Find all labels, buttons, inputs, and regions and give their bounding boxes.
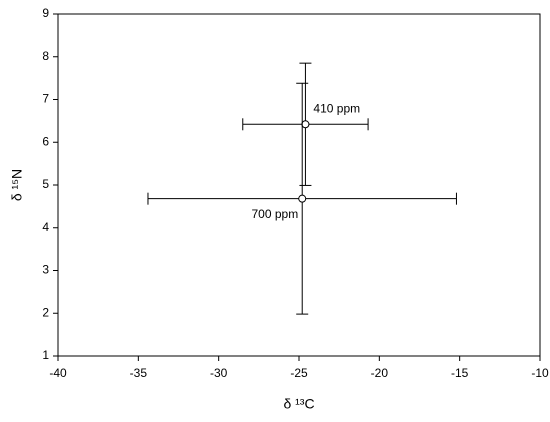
point-label: 700 ppm: [252, 207, 299, 221]
x-tick-label: -40: [49, 366, 67, 380]
point-label: 410 ppm: [313, 101, 360, 115]
x-tick-label: -10: [531, 366, 549, 380]
x-tick-label: -25: [290, 366, 308, 380]
y-tick-label: 3: [42, 263, 49, 277]
y-tick-label: 4: [42, 220, 49, 234]
x-tick-label: -20: [371, 366, 389, 380]
y-axis-label: δ ¹⁵N: [9, 169, 25, 201]
plot-frame: [57, 13, 541, 357]
y-tick-label: 2: [42, 305, 49, 319]
y-tick-label: 8: [42, 49, 49, 63]
y-tick-label: 7: [42, 92, 49, 106]
x-axis-label: δ ¹³C: [283, 396, 314, 412]
y-tick-label: 5: [42, 177, 49, 191]
point: [301, 120, 310, 129]
x-tick-label: -35: [130, 366, 148, 380]
y-tick-label: 1: [42, 348, 49, 362]
x-tick-label: -30: [210, 366, 228, 380]
y-tick-label: 6: [42, 134, 49, 148]
y-tick-label: 9: [42, 6, 49, 20]
x-tick-label: -15: [451, 366, 469, 380]
point: [298, 194, 307, 203]
